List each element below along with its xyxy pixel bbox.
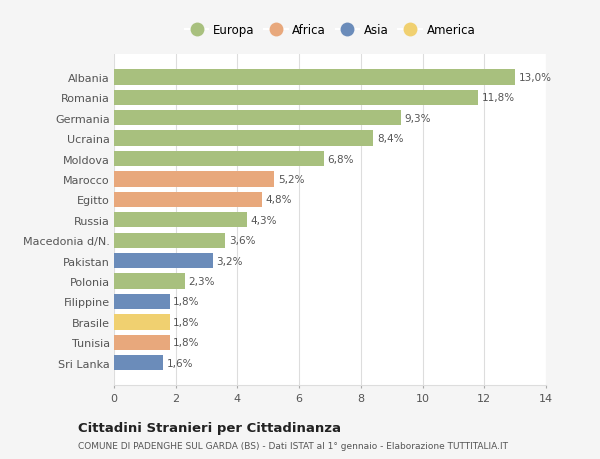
Bar [114,90,478,106]
Bar [114,233,225,248]
Bar [114,253,213,269]
Text: 4,8%: 4,8% [266,195,292,205]
Bar [114,151,324,167]
Bar [114,131,373,146]
Bar [114,213,247,228]
Text: 1,8%: 1,8% [173,337,200,347]
Text: 4,3%: 4,3% [250,215,277,225]
Bar [114,314,170,330]
Text: COMUNE DI PADENGHE SUL GARDA (BS) - Dati ISTAT al 1° gennaio - Elaborazione TUTT: COMUNE DI PADENGHE SUL GARDA (BS) - Dati… [78,441,508,450]
Bar [114,172,274,187]
Text: 6,8%: 6,8% [328,154,354,164]
Text: 8,4%: 8,4% [377,134,403,144]
Text: 9,3%: 9,3% [404,113,431,123]
Text: 13,0%: 13,0% [519,73,552,83]
Bar [114,294,170,309]
Bar [114,274,185,289]
Legend: Europa, Africa, Asia, America: Europa, Africa, Asia, America [182,21,478,39]
Text: 1,6%: 1,6% [167,358,194,368]
Text: 3,6%: 3,6% [229,236,255,246]
Text: 11,8%: 11,8% [482,93,515,103]
Bar [114,111,401,126]
Bar [114,355,163,370]
Text: 2,3%: 2,3% [188,276,215,286]
Text: 1,8%: 1,8% [173,317,200,327]
Text: 3,2%: 3,2% [217,256,243,266]
Bar [114,192,262,207]
Text: 1,8%: 1,8% [173,297,200,307]
Text: 5,2%: 5,2% [278,174,305,185]
Bar [114,70,515,85]
Text: Cittadini Stranieri per Cittadinanza: Cittadini Stranieri per Cittadinanza [78,421,341,434]
Bar [114,335,170,350]
